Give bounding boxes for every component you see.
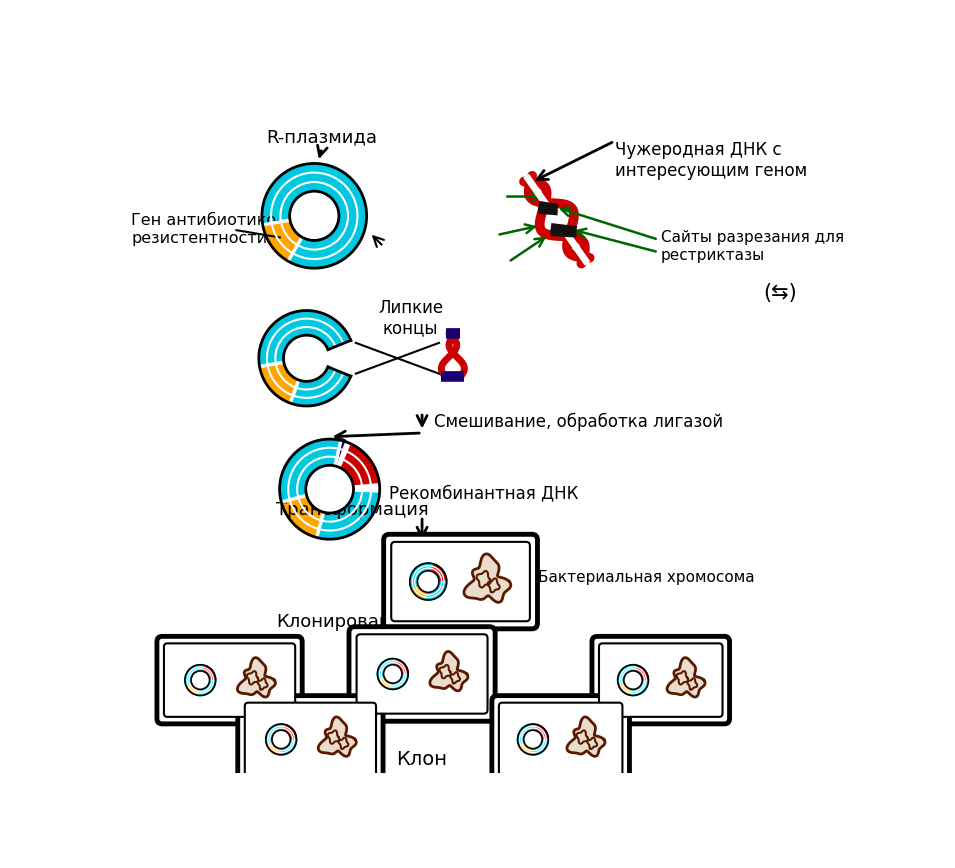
Wedge shape: [633, 666, 648, 681]
FancyBboxPatch shape: [499, 703, 623, 776]
Wedge shape: [428, 564, 447, 582]
Circle shape: [284, 335, 329, 381]
FancyBboxPatch shape: [164, 643, 295, 717]
FancyBboxPatch shape: [238, 695, 383, 783]
FancyBboxPatch shape: [392, 542, 530, 621]
Text: (⇆): (⇆): [763, 283, 797, 303]
Text: Липкие
концы: Липкие концы: [378, 299, 443, 338]
Wedge shape: [186, 681, 201, 695]
Polygon shape: [667, 658, 705, 697]
Wedge shape: [533, 725, 548, 740]
Wedge shape: [282, 490, 329, 537]
Polygon shape: [318, 717, 356, 756]
Wedge shape: [260, 358, 307, 403]
Wedge shape: [281, 725, 296, 740]
Text: Чужеродная ДНК с
интересующим геном: Чужеродная ДНК с интересующим геном: [615, 141, 807, 180]
Wedge shape: [379, 674, 393, 689]
FancyBboxPatch shape: [349, 627, 495, 721]
Wedge shape: [519, 740, 533, 754]
Text: Клон: Клон: [396, 750, 448, 769]
Wedge shape: [329, 442, 380, 490]
Polygon shape: [464, 554, 511, 602]
Text: Клонирование: Клонирование: [276, 614, 414, 631]
FancyBboxPatch shape: [592, 636, 730, 724]
Circle shape: [523, 730, 542, 748]
Wedge shape: [393, 660, 408, 674]
Wedge shape: [307, 339, 356, 377]
Text: Смешивание, обработка лигазой: Смешивание, обработка лигазой: [434, 412, 723, 431]
FancyBboxPatch shape: [492, 695, 629, 783]
Text: R-плазмида: R-плазмида: [266, 128, 377, 147]
Circle shape: [306, 465, 353, 513]
Polygon shape: [567, 717, 605, 756]
Wedge shape: [263, 216, 314, 261]
Wedge shape: [329, 440, 350, 490]
Wedge shape: [267, 740, 281, 754]
Wedge shape: [412, 582, 428, 600]
Text: Трансформация: Трансформация: [276, 501, 429, 519]
Wedge shape: [201, 666, 216, 681]
Polygon shape: [430, 652, 468, 691]
Text: Бактериальная хромосома: Бактериальная хромосома: [538, 570, 754, 585]
FancyBboxPatch shape: [384, 535, 538, 628]
Circle shape: [272, 730, 290, 748]
Polygon shape: [238, 658, 275, 697]
Text: Сайты разрезания для
рестриктазы: Сайты разрезания для рестриктазы: [661, 230, 844, 263]
Wedge shape: [619, 681, 633, 695]
FancyBboxPatch shape: [356, 635, 488, 713]
Circle shape: [417, 571, 439, 592]
Text: Рекомбинантная ДНК: Рекомбинантная ДНК: [389, 484, 579, 502]
Circle shape: [191, 671, 209, 689]
Wedge shape: [329, 485, 380, 491]
FancyBboxPatch shape: [157, 636, 302, 724]
FancyBboxPatch shape: [244, 703, 376, 776]
Circle shape: [384, 665, 402, 683]
Circle shape: [624, 671, 643, 689]
Circle shape: [289, 191, 339, 240]
Text: Ген антибиотико-
резистентности: Ген антибиотико- резистентности: [131, 214, 282, 246]
FancyBboxPatch shape: [599, 643, 723, 717]
